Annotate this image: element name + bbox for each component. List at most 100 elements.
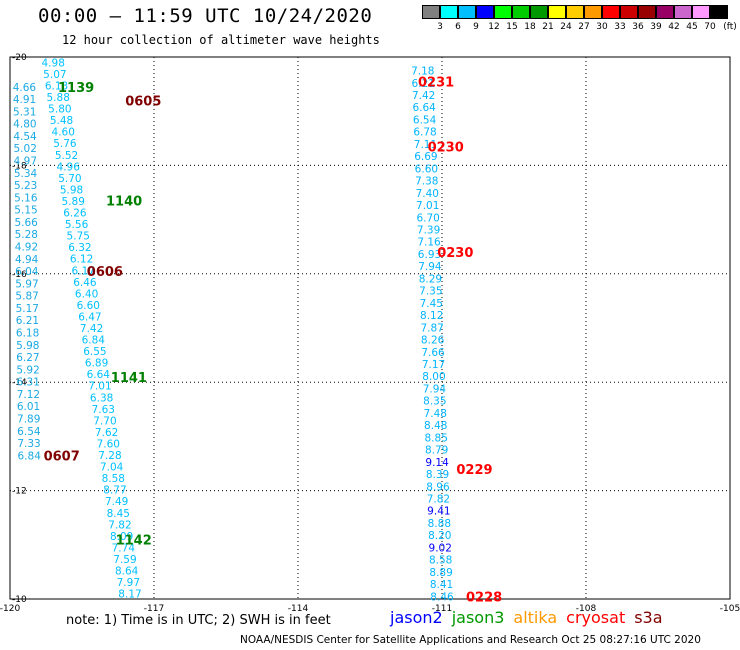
wave-height-value: 8.77 bbox=[103, 485, 126, 497]
wave-height-value: 6.27 bbox=[16, 352, 39, 364]
wave-height-value: 8.39 bbox=[426, 469, 449, 481]
lon-tick-label: -108 bbox=[576, 604, 597, 614]
units-note: note: 1) Time is in UTC; 2) SWH is in fe… bbox=[66, 613, 331, 628]
pass-time-label: 1140 bbox=[106, 195, 142, 210]
satellite-legend: jason2 jason3 altika cryosat s3a bbox=[390, 608, 672, 627]
wave-height-value: 7.28 bbox=[98, 450, 121, 462]
wave-height-value: 6.78 bbox=[413, 127, 436, 139]
wave-height-value: 8.89 bbox=[429, 567, 452, 579]
wave-height-value: 5.31 bbox=[13, 106, 36, 118]
wave-height-value: 7.04 bbox=[100, 462, 124, 474]
color-swatch bbox=[602, 5, 620, 19]
wave-height-value: 8.29 bbox=[419, 273, 442, 285]
wave-height-value: 6.40 bbox=[75, 288, 98, 300]
wave-height-value: 5.75 bbox=[67, 231, 90, 243]
wave-height-value: 5.88 bbox=[47, 92, 70, 104]
color-scale-label: 70 bbox=[704, 22, 716, 32]
axis-tick-labels: -120 -117 -114 -111 -108 -105 -10 -12 -14 -16 -18 -… bbox=[0, 53, 740, 614]
pass-time-label: 0606 bbox=[87, 265, 123, 280]
pass-time-label: 0607 bbox=[44, 449, 80, 464]
wave-height-value: 7.17 bbox=[422, 359, 445, 371]
wave-height-value: 5.16 bbox=[14, 192, 38, 204]
pass-time-label: 1142 bbox=[116, 533, 152, 548]
color-swatch bbox=[638, 5, 656, 19]
wave-height-value: 4.54 bbox=[13, 131, 37, 143]
wave-height-value: 8.35 bbox=[423, 396, 446, 408]
wave-height-value: 5.48 bbox=[50, 115, 73, 127]
wave-height-value: 7.74 bbox=[112, 542, 136, 554]
wave-height-value: 4.60 bbox=[52, 127, 75, 139]
lat-tick-label: -12 bbox=[12, 487, 27, 497]
wave-height-value: 7.62 bbox=[95, 427, 118, 439]
wave-height-value: 6.32 bbox=[68, 242, 91, 254]
wave-height-value: 7.59 bbox=[113, 554, 136, 566]
wave-height-value: 7.82 bbox=[427, 493, 450, 505]
wave-height-value: 8.00 bbox=[422, 371, 445, 383]
color-swatch bbox=[620, 5, 638, 19]
wave-height-value: 7.42 bbox=[80, 323, 103, 335]
color-swatch bbox=[692, 5, 710, 19]
lat-tick-label: -14 bbox=[12, 378, 27, 388]
color-scale-label: 36 bbox=[632, 22, 644, 32]
wave-height-value: 7.11 bbox=[414, 139, 437, 151]
wave-height-value: 6.60 bbox=[415, 163, 438, 175]
color-scale-label: 39 bbox=[650, 22, 662, 32]
wave-height-value: 7.82 bbox=[108, 519, 131, 531]
color-scale-label: 27 bbox=[578, 22, 590, 32]
wave-height-value: 6.47 bbox=[78, 311, 101, 323]
wave-height-value: 8.85 bbox=[425, 432, 448, 444]
color-swatch bbox=[584, 5, 602, 19]
color-swatch bbox=[476, 5, 494, 19]
wave-height-value: 5.56 bbox=[65, 219, 89, 231]
grid-lines bbox=[10, 57, 730, 599]
color-scale-label: 45 bbox=[686, 22, 698, 32]
wave-height-value: 5.07 bbox=[43, 69, 66, 81]
wave-height-value: 6.55 bbox=[83, 346, 106, 358]
wave-height-value: 8.17 bbox=[118, 589, 141, 601]
wave-height-value: 7.16 bbox=[417, 237, 441, 249]
wave-height-value: 6.64 bbox=[87, 369, 111, 381]
wave-height-value: 5.87 bbox=[15, 291, 38, 303]
wave-height-value: 7.48 bbox=[424, 408, 447, 420]
color-scale-label: 42 bbox=[668, 22, 680, 32]
pass-time-label: 0231 bbox=[418, 75, 454, 90]
wave-height-value: 5.98 bbox=[60, 184, 83, 196]
pass-time-label: 0230 bbox=[437, 246, 473, 261]
wave-height-value: 7.97 bbox=[117, 577, 140, 589]
wave-height-value: 4.92 bbox=[15, 242, 38, 254]
wave-height-value: 7.63 bbox=[92, 404, 115, 416]
wave-height-value: 5.89 bbox=[62, 196, 85, 208]
wave-height-value: 4.96 bbox=[57, 161, 81, 173]
wave-height-value: 5.76 bbox=[53, 138, 77, 150]
wave-height-value: 4.94 bbox=[15, 254, 39, 266]
pass-time-label: 0228 bbox=[466, 590, 502, 605]
wave-height-value: 7.94 bbox=[423, 383, 447, 395]
wave-height-value: 6.93 bbox=[418, 249, 441, 261]
legend-item-jason2: jason2 bbox=[390, 608, 443, 627]
credit-line: NOAA/NESDIS Center for Satellite Applica… bbox=[240, 634, 701, 646]
legend-item-s3a: s3a bbox=[634, 608, 663, 627]
pass-time-label: 0605 bbox=[125, 94, 161, 109]
wave-height-value: 7.01 bbox=[416, 200, 439, 212]
wave-height-value: 8.64 bbox=[115, 565, 139, 577]
wave-height-value: 8.58 bbox=[429, 555, 452, 567]
wave-height-value: 7.38 bbox=[415, 176, 438, 188]
wave-height-value: 6.12 bbox=[70, 254, 93, 266]
color-scale-label: 18 bbox=[524, 22, 536, 32]
color-scale-label: 9 bbox=[473, 22, 479, 32]
color-swatch bbox=[494, 5, 512, 19]
wave-height-value: 7.01 bbox=[88, 381, 111, 393]
wave-height-value: 5.98 bbox=[16, 340, 39, 352]
wave-height-value: 6.89 bbox=[85, 358, 108, 370]
pass-time-labels: 1142 1141 1140 1139 0607 0606 0605 0228 0229 0230… bbox=[44, 75, 503, 605]
wave-height-value: 5.97 bbox=[15, 278, 38, 290]
wave-height-value: 6.84 bbox=[82, 335, 106, 347]
wave-height-value: 8.58 bbox=[102, 473, 125, 485]
wave-height-value: 8.26 bbox=[421, 335, 445, 347]
wave-height-value: 7.89 bbox=[17, 414, 40, 426]
pass-time-label: 0230 bbox=[428, 140, 464, 155]
color-scale-label: 15 bbox=[506, 22, 518, 32]
color-swatch bbox=[440, 5, 458, 19]
color-scale-label: 12 bbox=[488, 22, 500, 32]
